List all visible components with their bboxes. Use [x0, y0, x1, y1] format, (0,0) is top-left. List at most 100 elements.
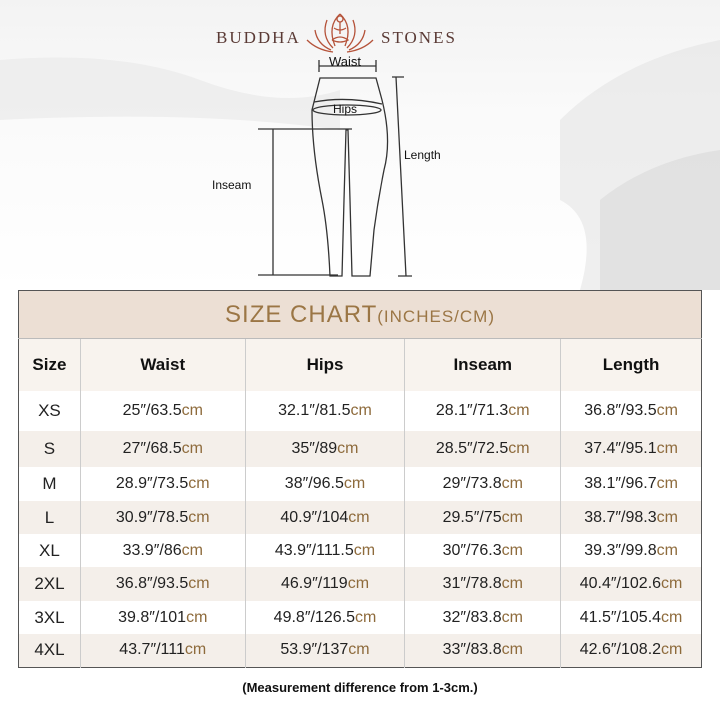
unit-label: cm: [501, 541, 523, 559]
table-row: XS 25″/63.5cm 32.1″/81.5cm 28.1″/71.3cm 36.8…: [18, 391, 702, 431]
table-row: L 30.9″/78.5cm 40.9″/104cm 29.5″/75cm 38.7″/…: [18, 501, 702, 534]
unit-label: cm: [350, 402, 372, 419]
unit-label: cm: [661, 608, 683, 626]
table-row: S 27″/68.5cm 35″/89cm 28.5″/72.5cm 37.4″/95.…: [18, 431, 702, 467]
measurement-value: 43.7″/111: [119, 641, 185, 659]
measurement-value: 33″/83.8: [442, 641, 502, 659]
unit-label: cm: [343, 475, 366, 492]
measurement-cell: 40.4″/102.6cm: [560, 567, 702, 601]
measurement-value: 33.9″/86: [122, 541, 182, 559]
measurement-cell: 38.1″/96.7cm: [560, 467, 702, 501]
measurement-cell: 33″/83.8cm: [404, 634, 561, 667]
measurement-cell: 43.7″/111cm: [79, 634, 246, 667]
measurement-cell: 37.4″/95.1cm: [560, 431, 702, 467]
unit-label: cm: [501, 475, 523, 492]
header-size: Size: [18, 338, 81, 391]
measurement-cell: 42.6″/108.2cm: [560, 634, 702, 667]
unit-label: cm: [181, 541, 203, 559]
size-cell: M: [18, 467, 81, 501]
measurement-cell: 33.9″/86cm: [79, 534, 246, 567]
title-text: SIZE CHART: [225, 300, 378, 328]
size-cell: S: [18, 431, 81, 467]
unit-label: cm: [337, 440, 359, 457]
measurement-value: 49.8″/126.5: [273, 608, 355, 626]
unit-label: cm: [353, 541, 376, 559]
brand-name-left: BUDDHA: [216, 28, 301, 47]
unit-label: cm: [501, 508, 523, 526]
header-row: Size Waist Hips Inseam Length: [18, 338, 702, 391]
measurement-value: 43.9″/111.5: [274, 541, 354, 559]
unit-label: cm: [656, 440, 678, 457]
unit-label: cm: [661, 641, 683, 659]
measurement-cell: 43.9″/111.5cm: [244, 534, 405, 567]
unit-label: cm: [501, 641, 523, 659]
measurement-cell: 41.5″/105.4cm: [560, 601, 702, 634]
unit-label: cm: [348, 508, 370, 526]
waist-label: Waist: [329, 54, 362, 69]
measurement-note: (Measurement difference from 1-3cm.): [242, 680, 478, 695]
measurement-cell: 28.9″/73.5cm: [79, 467, 246, 501]
measurement-value: 38.7″/98.3: [584, 508, 657, 526]
hips-label: Hips: [333, 102, 358, 116]
measurement-value: 53.9″/137: [280, 641, 349, 659]
measurement-cell: 28.5″/72.5cm: [404, 431, 561, 467]
size-chart-table: SIZE CHART(INCHES/CM) Size Waist Hips In…: [18, 290, 702, 668]
measurement-cell: 38.7″/98.3cm: [560, 501, 702, 534]
measurement-value: 29″/73.8: [442, 475, 502, 492]
measurement-value: 46.9″/119: [280, 575, 348, 592]
measurement-cell: 49.8″/126.5cm: [244, 601, 405, 634]
measurement-value: 28.5″/72.5: [435, 440, 509, 457]
measurement-value: 38″/96.5: [284, 475, 344, 492]
measurement-value: 36.8″/93.5: [115, 575, 189, 592]
table-row: 4XL 43.7″/111cm 53.9″/137cm 33″/83.8cm 42.6″…: [18, 634, 702, 667]
measurement-cell: 25″/63.5cm: [79, 391, 246, 431]
unit-label: cm: [184, 641, 207, 659]
measurement-value: 39.3″/99.8: [584, 541, 657, 559]
unit-label: cm: [656, 541, 678, 559]
measurement-cell: 36.8″/93.5cm: [560, 391, 702, 431]
size-cell: 2XL: [18, 567, 81, 601]
measurement-value: 37.4″/95.1: [584, 440, 657, 457]
unit-label: cm: [188, 508, 210, 526]
measurement-cell: 40.9″/104cm: [244, 501, 405, 534]
measurement-cell: 27″/68.5cm: [79, 431, 246, 467]
measurement-cell: 46.9″/119cm: [244, 567, 405, 601]
measurement-cell: 31″/78.8cm: [404, 567, 561, 601]
table-row: M 28.9″/73.5cm 38″/96.5cm 29″/73.8cm 38.1″/9…: [18, 467, 702, 501]
measurement-cell: 32.1″/81.5cm: [244, 391, 405, 431]
measurement-value: 25″/63.5: [122, 402, 182, 419]
measurement-value: 30.9″/78.5: [115, 508, 189, 526]
size-chart-title: SIZE CHART(INCHES/CM): [18, 290, 702, 339]
size-cell: L: [18, 501, 81, 534]
leggings-diagram: [258, 60, 412, 277]
unit-label: cm: [181, 402, 203, 419]
lotus-meditation-icon: [306, 13, 374, 53]
unit-label: cm: [181, 440, 203, 457]
unit-label: cm: [508, 440, 530, 457]
measurement-cell: 30″/76.3cm: [404, 534, 561, 567]
size-cell: 3XL: [18, 601, 81, 634]
unit-label: cm: [186, 608, 208, 626]
measurement-cell: 36.8″/93.5cm: [79, 567, 246, 601]
measurement-value: 31″/78.8: [442, 575, 502, 592]
measurement-value: 42.6″/108.2: [579, 641, 662, 659]
measurement-cell: 30.9″/78.5cm: [79, 501, 246, 534]
size-cell: XS: [18, 391, 81, 431]
measurement-value: 32.1″/81.5: [278, 402, 351, 419]
measurement-cell: 35″/89cm: [244, 431, 405, 467]
measurement-cell: 32″/83.8cm: [404, 601, 561, 634]
measurement-value: 36.8″/93.5: [584, 402, 657, 419]
inseam-label: Inseam: [212, 178, 252, 192]
header-hips: Hips: [244, 338, 405, 391]
measurement-cell: 53.9″/137cm: [244, 634, 405, 667]
unit-label: cm: [188, 475, 210, 492]
unit-label: cm: [656, 402, 678, 419]
measurement-value: 29.5″/75: [442, 508, 502, 526]
brand-name-right: STONES: [381, 28, 457, 47]
measurement-value: 28.1″/71.3: [435, 402, 509, 419]
unit-label: cm: [656, 475, 678, 492]
measurement-cell: 29.5″/75cm: [404, 501, 561, 534]
unit-label: cm: [501, 608, 523, 626]
measurement-cell: 38″/96.5cm: [244, 467, 405, 501]
measurement-value: 28.9″/73.5: [115, 475, 189, 492]
